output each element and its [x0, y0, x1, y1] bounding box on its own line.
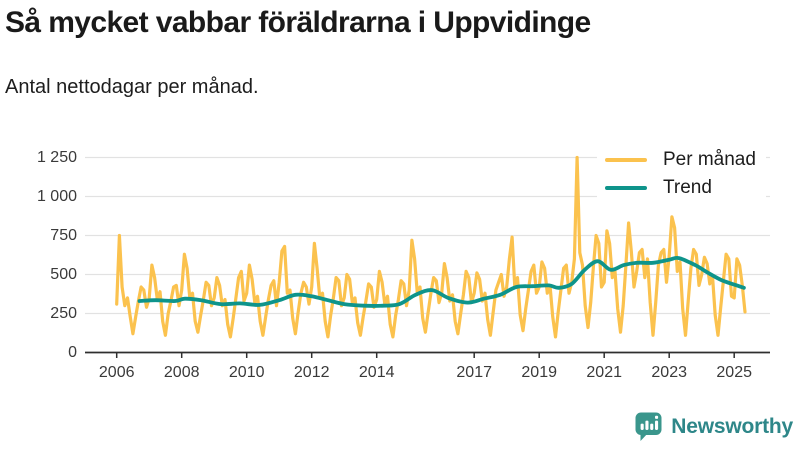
- y-tick-label: 0: [68, 343, 77, 361]
- y-tick-label: 1 250: [36, 148, 77, 166]
- x-tick-label: 2012: [293, 364, 330, 381]
- per-manad-line: [115, 155, 747, 339]
- bar-chart-speech-bubble-icon: [635, 412, 662, 441]
- legend-label: Per månad: [663, 149, 756, 170]
- page-title: Så mycket vabbar föräldrarna i Uppviding…: [5, 6, 591, 39]
- x-tick-label: 2017: [456, 364, 492, 381]
- trend-line-swatch: [605, 185, 647, 191]
- newsworthy-logo: Newsworthy: [634, 411, 793, 442]
- y-tick-label: 250: [50, 304, 77, 322]
- legend-item-per-manad: Per månad: [605, 146, 756, 174]
- y-tick-label: 500: [50, 265, 77, 283]
- y-tick-label: 750: [50, 226, 77, 244]
- y-tick-label: 1 000: [36, 187, 77, 205]
- x-tick-label: 2014: [358, 364, 395, 381]
- x-tick-label: 2010: [228, 364, 265, 381]
- x-tick-label: 2023: [651, 364, 687, 381]
- trend-line: [137, 255, 746, 308]
- chart-subtitle: Antal nettodagar per månad.: [5, 76, 259, 98]
- per-manad-line-swatch: [605, 157, 647, 163]
- chart-legend: Per månad Trend: [597, 141, 766, 207]
- x-tick-label: 2008: [163, 364, 200, 381]
- brand-name: Newsworthy: [671, 414, 793, 438]
- x-tick-label: 2025: [716, 364, 752, 381]
- x-tick-label: 2006: [98, 364, 135, 381]
- legend-item-trend: Trend: [605, 174, 756, 202]
- x-tick-label: 2019: [521, 364, 557, 381]
- x-tick-label: 2021: [586, 364, 622, 381]
- legend-label: Trend: [663, 177, 712, 198]
